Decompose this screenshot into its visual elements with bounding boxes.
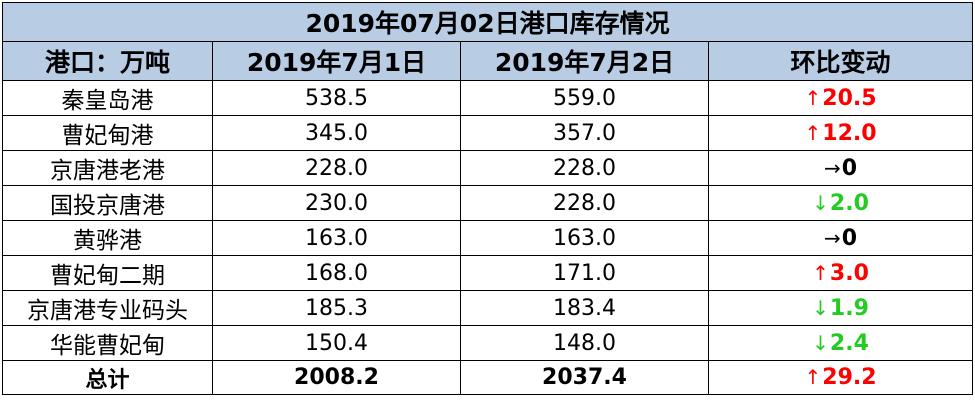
change-value: 2.4 xyxy=(829,330,869,356)
jul2-value-cell: 559.0 xyxy=(460,80,709,116)
change-cell: ↓2.4 xyxy=(707,325,974,361)
port-name-cell: 秦皇岛港 xyxy=(2,80,213,116)
jul1-value-cell: 538.5 xyxy=(212,80,461,116)
change-value: 20.5 xyxy=(822,85,877,111)
table-title: 2019年07月02日港口库存情况 xyxy=(1,2,974,42)
port-name-cell: 京唐港专业码头 xyxy=(2,290,213,326)
jul1-value-cell: 168.0 xyxy=(212,255,461,291)
jul2-value-cell: 228.0 xyxy=(460,185,709,221)
trend-arrow-icon: ↓ xyxy=(812,190,829,215)
port-name-cell: 黄骅港 xyxy=(2,220,213,256)
table-row: 国投京唐港 230.0 228.0 ↓2.0 xyxy=(2,185,974,221)
header-row: 港口：万吨 2019年7月1日 2019年7月2日 环比变动 xyxy=(2,41,974,81)
total-jul1-value: 2008.2 xyxy=(212,360,461,395)
change-cell: ↑3.0 xyxy=(707,255,974,291)
change-value: 29.2 xyxy=(822,365,877,390)
table-row: 京唐港老港 228.0 228.0 →0 xyxy=(2,150,974,186)
total-row: 总计 2008.2 2037.4 ↑29.2 xyxy=(2,360,974,395)
header-change: 环比变动 xyxy=(707,41,974,81)
change-cell: →0 xyxy=(707,150,974,186)
port-name-cell: 曹妃甸二期 xyxy=(2,255,213,291)
trend-arrow-icon: ↓ xyxy=(812,330,829,355)
trend-arrow-icon: ↑ xyxy=(804,120,822,145)
change-value: 0 xyxy=(841,155,858,181)
trend-arrow-icon: → xyxy=(823,155,841,180)
table-row: 秦皇岛港 538.5 559.0 ↑20.5 xyxy=(2,80,974,116)
header-date-jul1: 2019年7月1日 xyxy=(212,41,461,81)
table-row: 华能曹妃甸 150.4 148.0 ↓2.4 xyxy=(2,325,974,361)
jul2-value-cell: 183.4 xyxy=(460,290,709,326)
jul1-value-cell: 345.0 xyxy=(212,115,461,151)
trend-arrow-icon: ↑ xyxy=(812,260,829,285)
port-name-cell: 曹妃甸港 xyxy=(2,115,213,151)
jul2-value-cell: 171.0 xyxy=(460,255,709,291)
jul1-value-cell: 230.0 xyxy=(212,185,461,221)
port-name-cell: 京唐港老港 xyxy=(2,150,213,186)
change-value: 0 xyxy=(841,225,858,251)
change-value: 2.0 xyxy=(829,190,869,216)
jul2-value-cell: 148.0 xyxy=(460,325,709,361)
table-row: 曹妃甸二期 168.0 171.0 ↑3.0 xyxy=(2,255,974,291)
change-cell: ↑12.0 xyxy=(707,115,974,151)
port-inventory-table: 2019年07月02日港口库存情况 港口：万吨 2019年7月1日 2019年7… xyxy=(1,2,974,395)
table-row: 京唐港专业码头 185.3 183.4 ↓1.9 xyxy=(2,290,974,326)
change-value: 1.9 xyxy=(829,295,869,321)
table-row: 曹妃甸港 345.0 357.0 ↑12.0 xyxy=(2,115,974,151)
trend-arrow-icon: ↓ xyxy=(812,295,829,320)
trend-arrow-icon: ↑ xyxy=(804,365,822,389)
change-cell: ↓2.0 xyxy=(707,185,974,221)
header-port: 港口：万吨 xyxy=(2,41,213,81)
table-row: 黄骅港 163.0 163.0 →0 xyxy=(2,220,974,256)
jul2-value-cell: 228.0 xyxy=(460,150,709,186)
jul1-value-cell: 163.0 xyxy=(212,220,461,256)
trend-arrow-icon: → xyxy=(823,225,841,250)
jul2-value-cell: 357.0 xyxy=(460,115,709,151)
change-cell: ↑20.5 xyxy=(707,80,974,116)
port-name-cell: 国投京唐港 xyxy=(2,185,213,221)
port-name-cell: 华能曹妃甸 xyxy=(2,325,213,361)
change-value: 3.0 xyxy=(829,260,869,286)
change-value: 12.0 xyxy=(822,120,877,146)
total-label: 总计 xyxy=(2,360,213,395)
header-date-jul2: 2019年7月2日 xyxy=(460,41,709,81)
jul2-value-cell: 163.0 xyxy=(460,220,709,256)
trend-arrow-icon: ↑ xyxy=(804,85,822,110)
change-cell: ↓1.9 xyxy=(707,290,974,326)
jul1-value-cell: 185.3 xyxy=(212,290,461,326)
jul1-value-cell: 228.0 xyxy=(212,150,461,186)
title-row: 2019年07月02日港口库存情况 xyxy=(1,2,974,42)
total-jul2-value: 2037.4 xyxy=(460,360,709,395)
jul1-value-cell: 150.4 xyxy=(212,325,461,361)
change-cell: →0 xyxy=(707,220,974,256)
total-change-cell: ↑29.2 xyxy=(707,360,974,395)
